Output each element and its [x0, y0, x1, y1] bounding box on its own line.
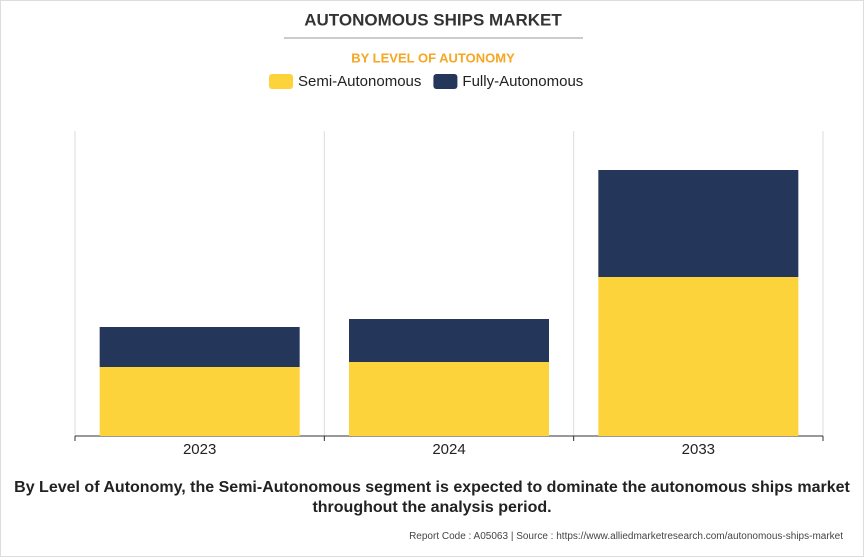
bar-segment [349, 319, 549, 362]
caption: By Level of Autonomy, the Semi-Autonomou… [14, 479, 850, 516]
chart-subtitle: BY LEVEL OF AUTONOMY [351, 50, 515, 65]
separator: | [508, 531, 516, 542]
bar-segment [598, 170, 799, 277]
x-tick-label: 2033 [682, 441, 715, 458]
legend-swatch [433, 74, 458, 89]
chart-title: AUTONOMOUS SHIPS MARKET [304, 10, 562, 29]
footer: Report Code : A05063 | Source : https://… [409, 531, 843, 542]
legend-label: Semi-Autonomous [298, 73, 421, 90]
report-code: Report Code : A05063 [409, 531, 508, 542]
bar-segment [598, 277, 799, 436]
bar-segment [99, 367, 300, 436]
x-tick-label: 2024 [432, 441, 465, 458]
bar-segment [99, 327, 300, 367]
plot: 2023 2024 2033 [74, 131, 824, 458]
legend: Semi-Autonomous Fully-Autonomous [269, 73, 583, 90]
source: Source : https://www.alliedmarketresearc… [516, 531, 843, 542]
legend-swatch [269, 74, 293, 89]
legend-label: Fully-Autonomous [462, 73, 583, 90]
x-tick-label: 2023 [183, 441, 216, 458]
bar-segment [349, 362, 549, 436]
